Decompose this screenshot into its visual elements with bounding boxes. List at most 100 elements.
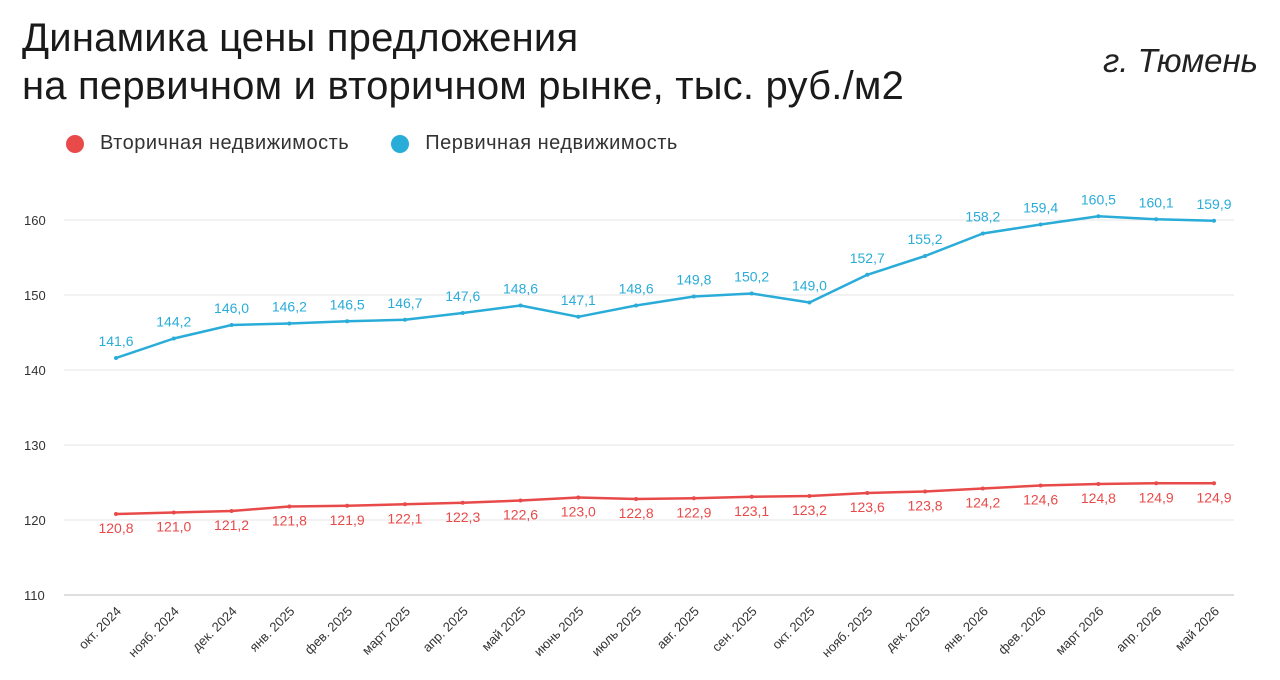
y-tick-label: 120 (24, 513, 46, 528)
data-point-primary (402, 317, 407, 322)
x-tick-label: фев. 2026 (995, 604, 1049, 658)
data-label-secondary: 123,6 (850, 499, 885, 515)
x-tick-label: июль 2025 (589, 604, 645, 660)
x-tick-label: фев. 2025 (302, 604, 356, 658)
data-point-secondary (807, 494, 812, 498)
data-point-secondary (1038, 483, 1043, 488)
x-tick-label: янв. 2025 (246, 604, 297, 655)
data-point-primary (518, 303, 523, 308)
legend-item-primary: Первичная недвижимость (391, 132, 678, 155)
data-label-primary: 146,5 (330, 296, 365, 312)
data-point-secondary (518, 498, 523, 503)
data-point-primary (1154, 217, 1159, 222)
series-line-secondary (114, 481, 1216, 516)
data-point-primary (865, 272, 870, 277)
x-tick-label: дек. 2025 (883, 604, 934, 655)
data-point-secondary (691, 496, 696, 501)
series-line-primary (114, 215, 1216, 360)
data-point-secondary (229, 509, 234, 513)
data-point-secondary (576, 495, 581, 500)
chart-title-line2: на первичном и вторичном рынке, тыс. руб… (22, 64, 905, 108)
data-point-secondary (287, 504, 292, 509)
data-label-secondary: 124,9 (1196, 489, 1231, 505)
y-tick-label: 130 (24, 438, 46, 453)
data-label-secondary: 122,8 (619, 505, 654, 521)
data-point-primary (1096, 214, 1101, 219)
data-label-secondary: 123,1 (734, 503, 769, 519)
legend-dot-primary (391, 134, 410, 153)
x-tick-label: дек. 2024 (189, 604, 240, 655)
data-label-primary: 146,0 (214, 300, 249, 316)
x-tick-label: окт. 2025 (769, 604, 818, 653)
data-point-secondary (980, 486, 985, 491)
data-point-secondary (634, 497, 639, 501)
data-point-secondary (749, 494, 754, 499)
data-point-primary (229, 323, 234, 327)
data-label-secondary: 124,6 (1023, 492, 1058, 508)
data-label-primary: 149,0 (792, 278, 827, 294)
data-label-secondary: 121,0 (156, 519, 191, 535)
data-label-secondary: 123,2 (792, 502, 827, 518)
data-point-primary (1038, 222, 1043, 227)
y-tick-label: 160 (24, 213, 46, 228)
data-label-primary: 146,7 (387, 295, 422, 311)
x-tick-label: апр. 2026 (1113, 604, 1164, 655)
data-point-primary (171, 336, 176, 341)
data-label-secondary: 123,0 (561, 504, 596, 520)
x-tick-label: май 2026 (1172, 604, 1222, 654)
data-label-primary: 146,2 (272, 299, 307, 315)
x-tick-label: нояб. 2024 (125, 604, 182, 661)
x-tick-label: янв. 2026 (940, 604, 991, 655)
data-label-primary: 141,6 (98, 333, 133, 349)
data-label-primary: 148,6 (503, 281, 538, 297)
legend-item-secondary: Вторичная недвижимость (66, 132, 349, 155)
data-label-secondary: 124,9 (1139, 489, 1174, 505)
data-point-primary (807, 300, 812, 305)
data-point-secondary (1154, 481, 1159, 486)
data-point-primary (923, 254, 928, 258)
data-label-primary: 155,2 (908, 231, 943, 247)
data-label-secondary: 122,1 (387, 510, 422, 526)
chart-title-line1: Динамика цены предложения (22, 16, 579, 60)
city-label: г. Тюмень (1103, 42, 1258, 79)
data-label-primary: 160,5 (1081, 191, 1116, 207)
data-label-secondary: 122,3 (445, 509, 480, 525)
data-point-primary (460, 311, 465, 315)
x-tick-label: окт. 2024 (76, 604, 125, 653)
data-point-secondary (402, 502, 407, 507)
x-tick-label: сен. 2025 (709, 604, 760, 655)
data-label-secondary: 122,6 (503, 507, 538, 523)
data-label-primary: 147,6 (445, 288, 480, 304)
x-tick-label: авг. 2025 (654, 604, 702, 652)
data-label-secondary: 124,2 (965, 495, 1000, 511)
data-point-primary (576, 314, 581, 319)
data-label-primary: 159,9 (1196, 196, 1231, 212)
x-tick-label: апр. 2025 (419, 604, 470, 655)
x-tick-label: март 2025 (359, 604, 413, 658)
data-label-primary: 159,4 (1023, 200, 1058, 216)
data-point-secondary (923, 489, 928, 494)
data-label-primary: 144,2 (156, 314, 191, 330)
data-point-secondary (865, 491, 870, 495)
data-point-primary (1212, 218, 1216, 223)
data-point-primary (287, 321, 292, 326)
data-label-secondary: 121,9 (330, 512, 365, 528)
data-point-secondary (114, 512, 118, 516)
data-label-primary: 158,2 (965, 209, 1000, 225)
data-label-primary: 160,1 (1139, 194, 1174, 210)
chart-legend: Вторичная недвижимость Первичная недвижи… (66, 132, 720, 155)
data-label-primary: 152,7 (850, 250, 885, 266)
y-tick-label: 140 (24, 363, 46, 378)
legend-dot-secondary (66, 134, 84, 153)
data-point-primary (634, 303, 639, 308)
data-point-primary (114, 356, 118, 360)
data-point-secondary (460, 500, 465, 505)
legend-label-secondary: Вторичная недвижимость (100, 132, 350, 154)
data-label-secondary: 124,8 (1081, 490, 1116, 506)
data-label-primary: 148,6 (619, 281, 654, 297)
data-label-secondary: 121,8 (272, 513, 307, 529)
data-point-primary (980, 231, 985, 236)
data-label-primary: 147,1 (561, 292, 596, 308)
